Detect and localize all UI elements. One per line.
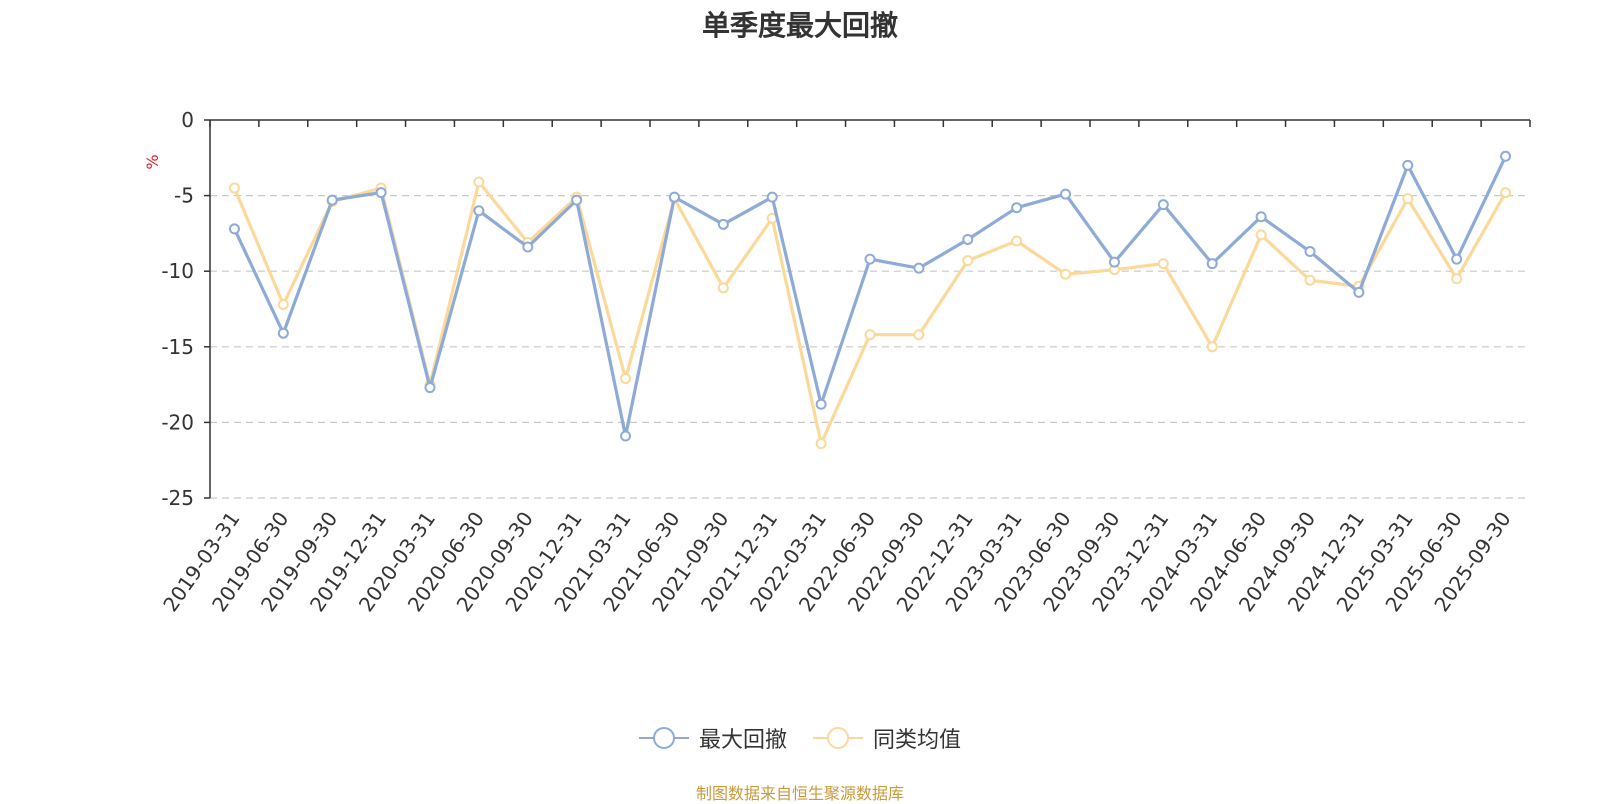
series-2-point — [1206, 341, 1218, 353]
series-2-point — [864, 329, 876, 341]
series-1-point — [1255, 211, 1267, 223]
source-note: 制图数据来自恒生聚源数据库 — [695, 784, 904, 803]
y-axis-unit-label: % — [143, 154, 162, 169]
series-1-point — [424, 382, 436, 394]
label-layer: 0-5-10-15-20-25%2019-03-312019-06-302019… — [143, 108, 1516, 616]
series-1-point — [1402, 159, 1414, 171]
series-1-point — [717, 218, 729, 230]
series-1-point — [1108, 256, 1120, 268]
series-1-point — [375, 187, 387, 199]
y-tick-label: -5 — [174, 184, 194, 208]
series-1-point — [1500, 150, 1512, 162]
series-1-point — [1157, 199, 1169, 211]
series-1-point — [913, 262, 925, 274]
series-2-point — [277, 298, 289, 310]
series-1-point — [1011, 202, 1023, 214]
series-line-2 — [232, 180, 1507, 446]
axis-layer — [204, 119, 1531, 499]
series-layer — [228, 150, 1512, 450]
series-1-point — [1206, 258, 1218, 270]
legend-line-circle-icon — [813, 727, 863, 749]
legend: 最大回撤 同类均值 — [0, 722, 1600, 754]
series-1-point — [668, 191, 680, 203]
series-1-point — [1451, 253, 1463, 265]
series-1-point — [1353, 286, 1365, 298]
series-2-point — [1157, 258, 1169, 270]
y-tick-label: -15 — [161, 335, 194, 359]
legend-item-series-1[interactable]: 最大回撤 — [638, 722, 787, 754]
series-2-point — [1011, 235, 1023, 247]
y-tick-label: -10 — [161, 259, 194, 283]
series-1-point — [326, 194, 338, 206]
series-1-point — [766, 191, 778, 203]
series-2-point — [473, 176, 485, 188]
series-2-point — [1451, 273, 1463, 285]
series-line-1 — [232, 155, 1508, 438]
series-1-point — [815, 398, 827, 410]
series-1-point — [1060, 188, 1072, 200]
series-2-point — [1255, 229, 1267, 241]
y-tick-label: -25 — [161, 486, 194, 510]
series-2-point — [717, 282, 729, 294]
series-1-point — [620, 430, 632, 442]
y-tick-label: -20 — [161, 410, 194, 434]
y-tick-label: 0 — [181, 108, 194, 132]
chart-title: 单季度最大回撤 — [701, 9, 898, 42]
grid-layer — [210, 195, 1530, 499]
line-chart: 0-5-10-15-20-25%2019-03-312019-06-302019… — [143, 108, 1531, 616]
series-2-point — [815, 438, 827, 450]
legend-label-series-2: 同类均值 — [873, 728, 962, 753]
legend-item-series-2[interactable]: 同类均值 — [813, 722, 961, 754]
series-1-point — [228, 223, 240, 235]
series-2-point — [1500, 187, 1512, 199]
series-2-point — [913, 329, 925, 341]
series-2-point — [1402, 193, 1414, 205]
series-1-point — [473, 205, 485, 217]
legend-line-circle-icon — [638, 727, 689, 749]
series-1-point — [962, 233, 974, 245]
series-1-point — [277, 327, 289, 339]
series-2-point — [962, 255, 974, 267]
series-2-point — [1060, 268, 1072, 280]
legend-label-series-1: 最大回撤 — [698, 728, 787, 753]
series-1-point — [522, 241, 534, 253]
series-2-point — [1304, 274, 1316, 286]
series-2-point — [228, 182, 240, 194]
series-2-point — [620, 373, 632, 385]
series-1-point — [1304, 246, 1316, 258]
series-1-point — [571, 194, 583, 206]
series-1-point — [864, 253, 876, 265]
